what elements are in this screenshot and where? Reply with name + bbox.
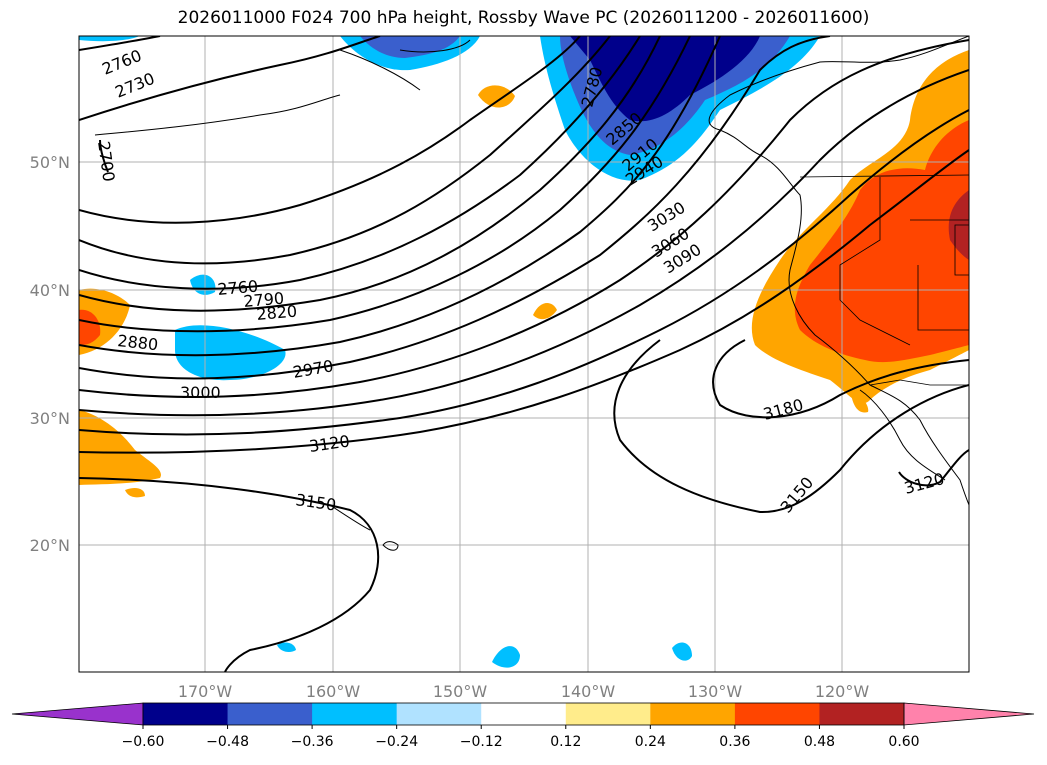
colorbar-tick-label: 0.48 — [804, 734, 835, 750]
lon-label-170w: 170°W — [178, 682, 233, 701]
colorbar-tick-label: 0.36 — [719, 734, 750, 750]
colorbar-tick-label: 0.24 — [635, 734, 666, 750]
colorbar-swatch — [396, 703, 482, 725]
lon-label-140w: 140°W — [561, 682, 616, 701]
lon-labels: 170°W 160°W 150°W 140°W 130°W 120°W — [178, 682, 870, 701]
lon-label-130w: 130°W — [688, 682, 743, 701]
lat-label-20n: 20°N — [30, 536, 70, 555]
colorbar-frame — [142, 702, 905, 726]
colorbar-swatch — [819, 703, 905, 725]
gridlines — [79, 36, 969, 672]
contour-label-2820: 2820 — [256, 302, 298, 324]
colorbar-swatch — [650, 703, 736, 725]
colorbar-swatch — [312, 703, 398, 725]
lat-label-40n: 40°N — [30, 281, 70, 300]
height-contours — [79, 36, 969, 672]
shading-layer — [79, 36, 969, 668]
colorbar-swatch — [227, 703, 313, 725]
coastlines — [94, 36, 969, 551]
contour-label-3000: 3000 — [180, 383, 221, 402]
colorbar-tick-label: −0.48 — [206, 734, 249, 750]
colorbar-extend-high — [903, 702, 1035, 726]
lat-label-30n: 30°N — [30, 409, 70, 428]
lat-label-50n: 50°N — [30, 153, 70, 172]
lon-label-150w: 150°W — [433, 682, 488, 701]
colorbar-tick-label: 0.12 — [550, 734, 581, 750]
colorbar-extend-low — [11, 702, 144, 726]
colorbar-tick-label: −0.36 — [291, 734, 334, 750]
lon-label-160w: 160°W — [306, 682, 361, 701]
contour-label-2760-b: 2760 — [217, 277, 259, 299]
contour-label-2790: 2790 — [243, 289, 285, 311]
lon-label-120w: 120°W — [815, 682, 870, 701]
colorbar: −0.60 −0.48 −0.36 −0.24 −0.12 0.12 0.24 0.36 0.4… — [11, 702, 1035, 750]
colorbar-swatch — [734, 703, 820, 725]
colorbar-tick-label: 0.60 — [888, 734, 919, 750]
colorbar-swatch — [565, 703, 651, 725]
colorbar-tick-label: −0.60 — [122, 734, 165, 750]
map-frame — [78, 35, 970, 673]
lat-labels: 50°N 40°N 30°N 20°N — [30, 153, 70, 555]
borders — [799, 174, 969, 386]
colorbar-swatch — [481, 703, 567, 725]
contour-label-2880: 2880 — [117, 331, 159, 354]
colorbar-tick-label: −0.12 — [460, 734, 503, 750]
map-title: 2026011000 F024 700 hPa height, Rossby W… — [177, 8, 870, 28]
colorbar-tick-label: −0.24 — [375, 734, 418, 750]
colorbar-swatch — [143, 703, 229, 725]
